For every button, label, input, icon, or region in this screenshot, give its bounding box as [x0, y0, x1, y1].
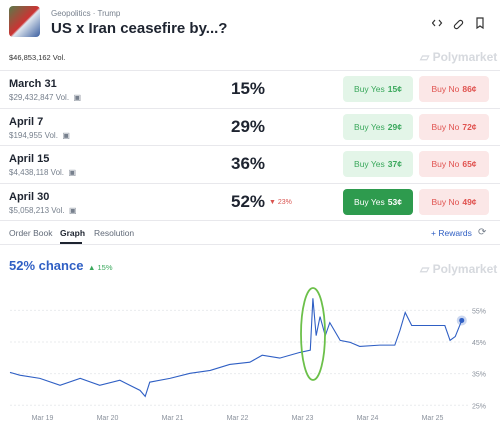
end-dot — [459, 317, 465, 323]
divider — [0, 244, 500, 245]
market-chance: 29% — [230, 116, 266, 136]
market-volume: $29,432,847 Vol. ▣ — [9, 93, 81, 102]
divider — [0, 220, 500, 221]
gift-icon: ▣ — [69, 93, 82, 102]
market-chance: 15% — [230, 79, 266, 98]
market-label: April 30 — [9, 190, 50, 203]
market-chance: 36% — [230, 154, 266, 173]
price-line — [9, 298, 463, 398]
gift-icon: ▣ — [64, 205, 77, 215]
button-label: Buy Yes — [354, 159, 385, 169]
volume: $194,955 Vol. — [9, 130, 58, 140]
x-tick-label: Mar 19 — [32, 415, 54, 422]
watermark: ▱ Polymarket — [420, 262, 498, 276]
chart-change: ▲ 15% — [88, 263, 113, 272]
subcategory[interactable]: Trump — [97, 9, 121, 18]
link-icon[interactable] — [453, 19, 464, 30]
buy-no-button[interactable]: Buy No 86¢ — [419, 76, 489, 102]
y-tick-label: 45% — [472, 340, 486, 347]
market-label: April 15 — [9, 153, 50, 165]
market-row[interactable]: April 15 $4,438,118 Vol. ▣ 36% Buy Yes 37¢ Bu… — [0, 145, 500, 183]
market-label: March 31 — [9, 78, 57, 90]
buy-yes-button[interactable]: Buy Yes 15¢ — [343, 76, 413, 102]
x-tick-label: Mar 21 — [162, 415, 184, 422]
market-change: ▼ 23% — [269, 198, 292, 206]
gift-icon: ▣ — [57, 130, 70, 140]
yes-price: 53¢ — [387, 196, 402, 207]
yes-price: 37¢ — [387, 159, 402, 169]
market-row[interactable]: April 7 $194,955 Vol. ▣ 29% Buy Yes 29¢ Buy N… — [0, 107, 500, 146]
market-image — [9, 6, 40, 37]
volume: $29,432,847 Vol. — [9, 93, 70, 102]
x-tick-label: Mar 24 — [357, 415, 379, 422]
breadcrumb: Geopolitics · Trump — [51, 9, 121, 18]
button-label: Buy No — [431, 84, 460, 94]
market-title: US x Iran ceasefire by...? — [51, 20, 228, 37]
button-label: Buy No — [431, 159, 460, 169]
tab[interactable]: Order Book — [9, 228, 53, 238]
yes-price: 15¢ — [387, 84, 402, 94]
category[interactable]: Geopolitics — [51, 9, 91, 18]
no-price: 65¢ — [462, 159, 477, 169]
chart: 25% 35% 45% 55% Mar 19 Mar 20 Mar 21 Mar 22 Mar … — [9, 287, 486, 422]
volume: $5,058,213 Vol. — [9, 205, 65, 215]
no-price: 49¢ — [462, 196, 477, 207]
buy-yes-button[interactable]: Buy Yes 53¢ — [343, 188, 413, 215]
x-tick-label: Mar 22 — [227, 415, 249, 422]
brand: Polymarket — [432, 50, 498, 64]
button-label: Buy Yes — [354, 196, 385, 207]
buy-no-button[interactable]: Buy No 65¢ — [419, 151, 489, 177]
market-volume: $4,438,118 Vol. ▣ — [9, 168, 76, 177]
x-tick-label: Mar 25 — [422, 415, 444, 422]
y-tick-label: 25% — [472, 403, 486, 410]
tab-underline — [60, 242, 82, 244]
button-label: Buy Yes — [354, 84, 385, 94]
gift-icon: ▣ — [64, 168, 77, 177]
no-price: 72¢ — [462, 121, 477, 132]
button-label: Buy No — [431, 121, 460, 132]
buy-no-button[interactable]: Buy No 49¢ — [419, 188, 489, 215]
volume: $4,438,118 Vol. — [9, 168, 65, 177]
yes-price: 29¢ — [387, 121, 402, 132]
buy-yes-button[interactable]: Buy Yes 29¢ — [343, 113, 413, 140]
watermark: ▱ Polymarket — [420, 50, 498, 64]
button-label: Buy No — [431, 196, 460, 207]
market-row[interactable]: April 30 $5,058,213 Vol. ▣ 52% ▼ 23% Buy Yes… — [0, 182, 500, 221]
rewards-link[interactable]: + Rewards — [431, 228, 472, 238]
brand: Polymarket — [432, 262, 498, 276]
x-tick-label: Mar 20 — [97, 415, 119, 422]
market-label: April 7 — [9, 115, 44, 128]
y-tick-label: 35% — [472, 372, 486, 379]
bookmark-icon[interactable] — [476, 17, 484, 30]
buy-yes-button[interactable]: Buy Yes 37¢ — [343, 151, 413, 177]
refresh-icon[interactable]: ⟳ — [478, 227, 487, 238]
market-volume: $194,955 Vol. ▣ — [9, 131, 70, 140]
highlight-annotation — [300, 287, 326, 381]
total-volume: $46,853,162 Vol. — [9, 53, 66, 62]
market-chance: 52% — [230, 191, 266, 211]
no-price: 86¢ — [462, 84, 477, 94]
chart-title: 52% chance — [9, 258, 84, 273]
market-row[interactable]: March 31 $29,432,847 Vol. ▣ 15% Buy Yes 15¢ B… — [0, 70, 500, 108]
tab[interactable]: Graph — [60, 228, 86, 238]
embed-icon[interactable] — [432, 19, 443, 27]
x-tick-label: Mar 23 — [292, 415, 314, 422]
tab[interactable]: Resolution — [94, 228, 135, 238]
button-label: Buy Yes — [354, 121, 385, 132]
buy-no-button[interactable]: Buy No 72¢ — [419, 113, 489, 140]
header-icons — [432, 17, 484, 30]
y-tick-label: 55% — [472, 308, 486, 315]
market-volume: $5,058,213 Vol. ▣ — [9, 206, 77, 215]
